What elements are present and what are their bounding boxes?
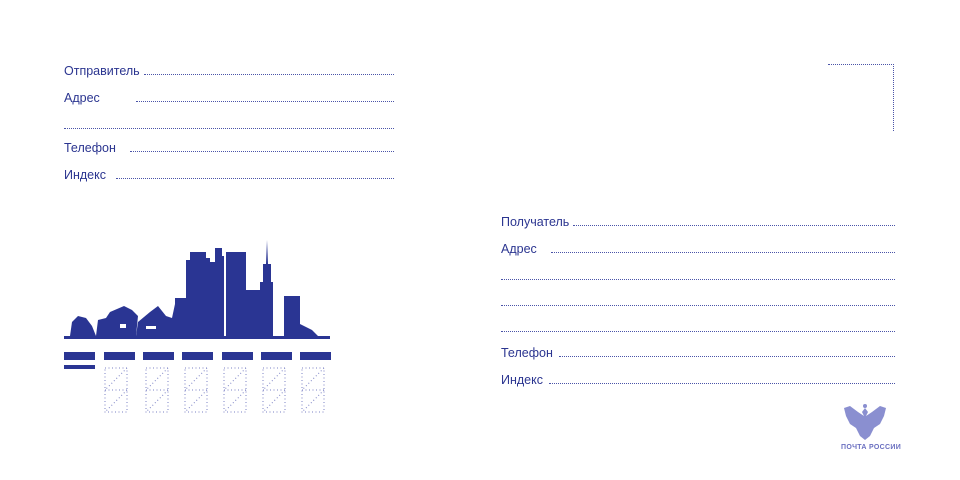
sender-name-field[interactable]: Отправитель xyxy=(64,62,394,78)
sender-label: Отправитель xyxy=(64,64,140,78)
recipient-address-line-3[interactable] xyxy=(501,293,895,309)
sender-address-field[interactable]: Адрес xyxy=(64,89,394,105)
index-digit-box[interactable] xyxy=(301,367,325,413)
index-digit-box[interactable] xyxy=(145,367,169,413)
recipient-address-line-4[interactable] xyxy=(501,319,895,335)
index-bar xyxy=(143,352,174,360)
index-digit-box[interactable] xyxy=(104,367,128,413)
double-headed-eagle-icon xyxy=(844,404,886,440)
recipient-phone-label: Телефон xyxy=(501,346,553,360)
logo-text: ПОЧТА РОССИИ xyxy=(841,444,902,451)
index-bar xyxy=(182,352,213,360)
recipient-address-field[interactable]: Адрес xyxy=(501,240,895,256)
index-bar xyxy=(64,352,95,360)
stamp-area xyxy=(828,64,894,131)
index-digit-box[interactable] xyxy=(262,367,286,413)
index-bar xyxy=(104,352,135,360)
sender-phone-field[interactable]: Телефон xyxy=(64,139,394,155)
sender-index-label: Индекс xyxy=(64,168,106,182)
sender-phone-label: Телефон xyxy=(64,141,116,155)
recipient-name-field[interactable]: Получатель xyxy=(501,213,895,229)
index-bar xyxy=(222,352,253,360)
index-bar xyxy=(300,352,331,360)
sender-address-line-2[interactable] xyxy=(64,116,394,132)
city-skyline-illustration xyxy=(64,240,330,339)
recipient-phone-field[interactable]: Телефон xyxy=(501,344,895,360)
sender-address-label: Адрес xyxy=(64,91,100,105)
recipient-index-field[interactable]: Индекс xyxy=(501,371,895,387)
recipient-index-label: Индекс xyxy=(501,373,543,387)
index-digit-box[interactable] xyxy=(184,367,208,413)
recipient-address-line-2[interactable] xyxy=(501,267,895,283)
recipient-address-label: Адрес xyxy=(501,242,537,256)
sender-index-field[interactable]: Индекс xyxy=(64,166,394,182)
index-bar xyxy=(261,352,292,360)
recipient-label: Получатель xyxy=(501,215,570,229)
index-bar-short xyxy=(64,365,95,369)
index-digit-box[interactable] xyxy=(223,367,247,413)
